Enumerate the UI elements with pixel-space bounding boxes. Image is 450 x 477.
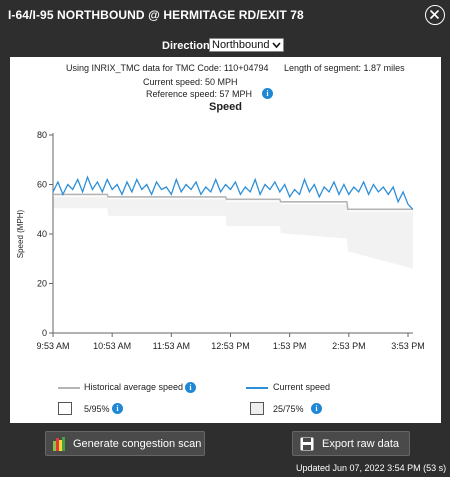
historical-legend-swatch (58, 387, 80, 389)
direction-label: Direction (162, 40, 210, 52)
historical-info-icon[interactable]: i (185, 382, 196, 393)
window-header: I-64/I-95 NORTHBOUND @ HERMITAGE RD/EXIT… (0, 0, 450, 30)
export-raw-data-label: Export raw data (322, 438, 400, 450)
generate-congestion-scan-label: Generate congestion scan (73, 438, 202, 450)
close-button[interactable] (425, 5, 445, 25)
y-tick-label: 0 (42, 328, 47, 338)
current-speed-line (52, 175, 414, 210)
generate-congestion-scan-button[interactable]: Generate congestion scan (45, 431, 205, 456)
current-legend-swatch (246, 387, 268, 389)
y-tick-label: 20 (37, 279, 47, 289)
x-tick-label: 3:53 PM (391, 341, 425, 351)
y-tick-label: 40 (37, 229, 47, 239)
updated-timestamp: Updated Jun 07, 2022 3:54 PM (53 s) (296, 463, 447, 473)
current-legend-label: Current speed (273, 382, 331, 392)
x-tick-label: 2:53 PM (332, 341, 366, 351)
chart-title: Speed (208, 101, 242, 113)
data-source-text: Using INRIX_TMC data for TMC Code: 110+0… (66, 63, 269, 73)
band-25-75-label: 25/75% (273, 404, 304, 414)
current-speed-text: Current speed: 50 MPH (143, 77, 238, 87)
x-tick-label: 12:53 PM (211, 341, 250, 351)
direction-select[interactable]: Northbound (209, 38, 284, 52)
export-raw-data-button[interactable]: Export raw data (292, 431, 410, 456)
congestion-scan-icon (53, 437, 65, 451)
historical-legend-label: Historical average speed (84, 382, 184, 392)
footer-bar: Generate congestion scan Export raw data… (0, 423, 450, 477)
segment-length-text: Length of segment: 1.87 miles (284, 63, 405, 73)
reference-speed-text: Reference speed: 57 MPH (146, 89, 253, 99)
x-tick-label: 10:53 AM (93, 341, 131, 351)
percentile-band-area (53, 196, 413, 269)
y-tick-label: 80 (37, 130, 47, 140)
x-tick-label: 1:53 PM (273, 341, 307, 351)
band-5-95-swatch (58, 402, 72, 415)
reference-speed-info-icon[interactable]: i (262, 88, 273, 99)
band-25-75-swatch (250, 402, 264, 415)
direction-selected-value: Northbound (212, 39, 270, 51)
direction-row: Direction Northbound (0, 38, 450, 54)
save-icon (300, 437, 314, 451)
band-5-95-label: 5/95% (84, 404, 110, 414)
speed-chart: 0 20 40 60 80 9:53 AM 10:53 AM 11:53 AM 12:53 PM… (16, 130, 425, 351)
historical-speed-line (53, 193, 413, 211)
x-tick-label: 11:53 AM (153, 341, 190, 351)
y-tick-label: 60 (37, 180, 47, 190)
band-25-75-info-icon[interactable]: i (311, 403, 322, 414)
y-axis-label: Speed (MPH) (16, 209, 25, 258)
chart-panel: Using INRIX_TMC data for TMC Code: 110+0… (10, 57, 441, 423)
band-5-95-info-icon[interactable]: i (112, 403, 123, 414)
chevron-down-icon (272, 42, 281, 49)
x-tick-label: 9:53 AM (36, 341, 69, 351)
close-icon (430, 10, 439, 19)
window-title: I-64/I-95 NORTHBOUND @ HERMITAGE RD/EXIT… (8, 8, 304, 22)
